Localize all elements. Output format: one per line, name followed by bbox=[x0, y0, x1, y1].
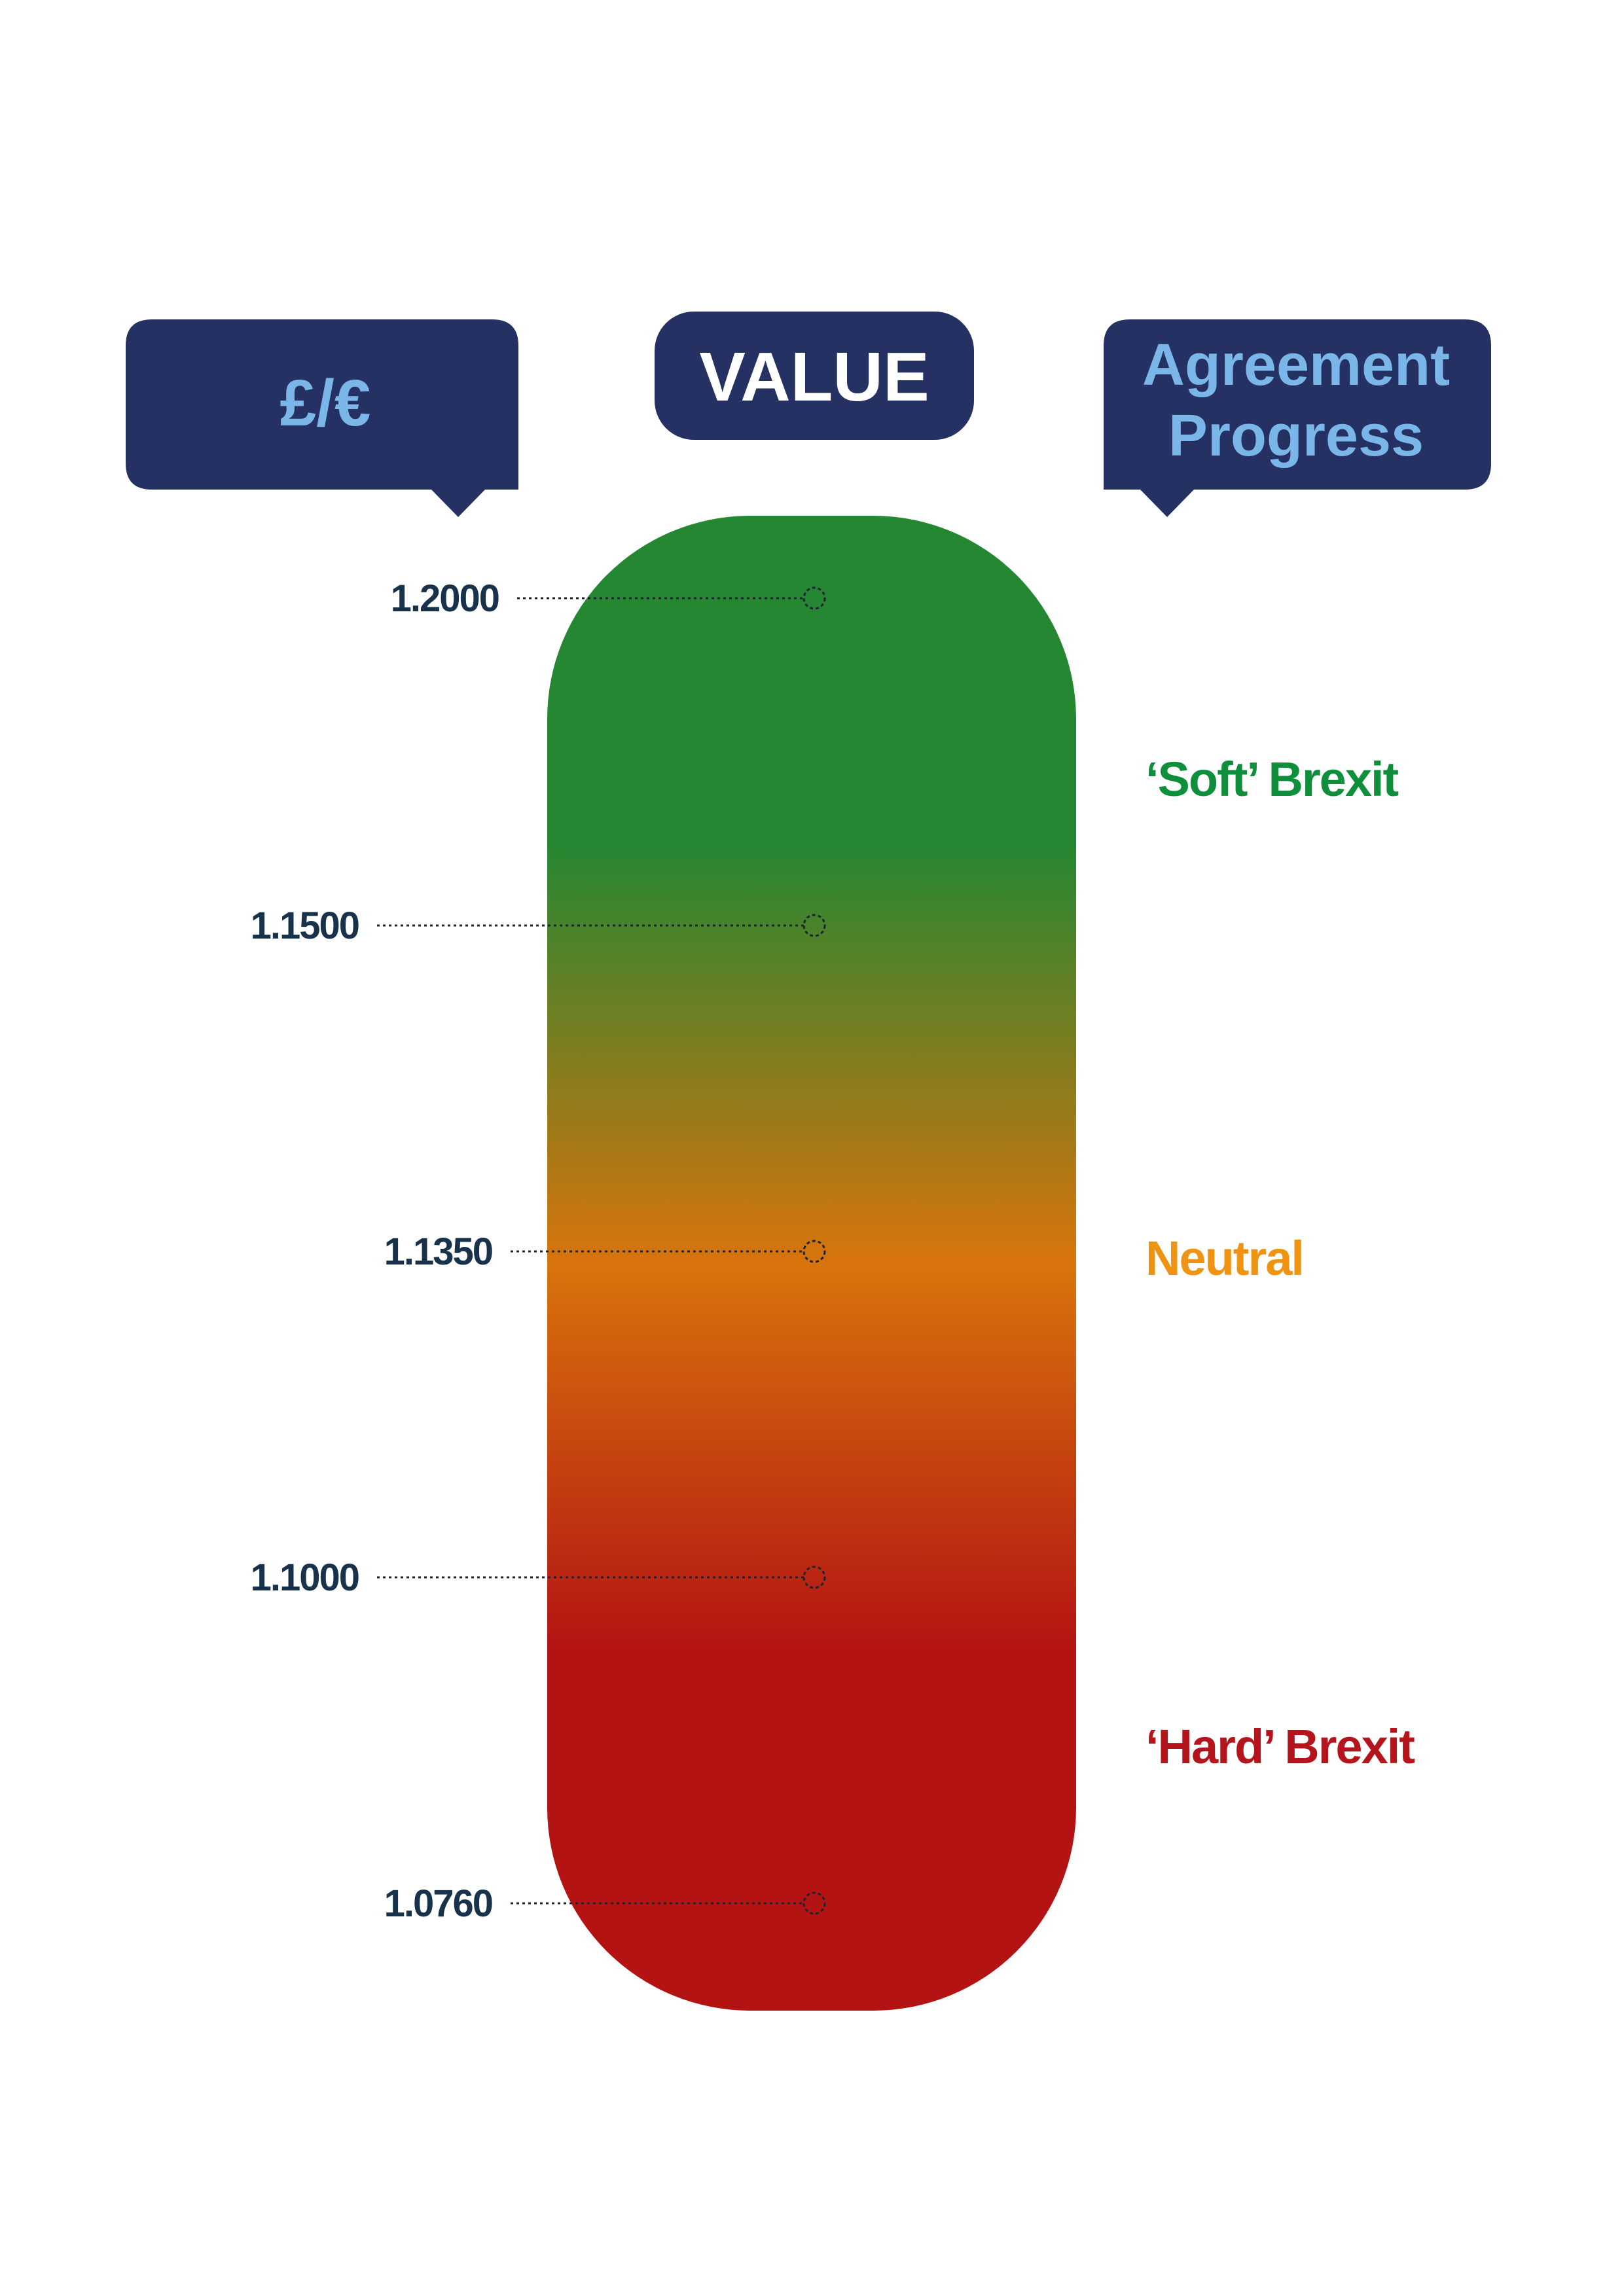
zone-label-soft-brexit: ‘Soft’ Brexit bbox=[1146, 752, 1399, 806]
tick-5: 1.0760 bbox=[384, 1882, 826, 1925]
zone-label-hard-brexit: ‘Hard’ Brexit bbox=[1146, 1719, 1415, 1774]
tick-label: 1.0760 bbox=[384, 1882, 492, 1925]
tick-label: 1.2000 bbox=[391, 577, 499, 620]
gauge-ticks: 1.2000 1.1500 1.1350 1.1000 1.0760 bbox=[251, 577, 826, 1925]
currency-header-text: £/€ bbox=[280, 367, 370, 440]
tick-label: 1.1500 bbox=[251, 905, 359, 947]
currency-header-bubble: £/€ bbox=[126, 319, 518, 517]
progress-header-line1: Agreement bbox=[1142, 332, 1450, 398]
progress-header-line2: Progress bbox=[1168, 403, 1424, 469]
tick-marker-dot bbox=[803, 1566, 826, 1589]
tick-label: 1.1000 bbox=[251, 1556, 359, 1599]
progress-bubble-shape bbox=[1104, 319, 1491, 517]
tick-2: 1.1500 bbox=[251, 905, 826, 947]
tick-marker-dot bbox=[803, 914, 826, 937]
zone-label-neutral: Neutral bbox=[1146, 1231, 1303, 1285]
tick-4: 1.1000 bbox=[251, 1556, 826, 1599]
value-header-bubble: VALUE bbox=[655, 312, 974, 440]
gauge-bar bbox=[547, 516, 1076, 2011]
value-header-text: VALUE bbox=[699, 338, 929, 416]
tick-marker-dot bbox=[803, 1892, 826, 1915]
tick-marker-dot bbox=[803, 586, 826, 610]
tick-marker-dot bbox=[803, 1240, 826, 1263]
tick-1: 1.2000 bbox=[391, 577, 826, 620]
tick-3: 1.1350 bbox=[384, 1230, 826, 1273]
currency-bubble-shape bbox=[126, 319, 518, 517]
progress-zone-labels: ‘Soft’ Brexit Neutral ‘Hard’ Brexit bbox=[1146, 752, 1416, 1774]
agreement-progress-header-bubble: Agreement Progress bbox=[1104, 319, 1491, 517]
value-bubble-shape bbox=[655, 312, 974, 440]
tick-label: 1.1350 bbox=[384, 1230, 492, 1273]
